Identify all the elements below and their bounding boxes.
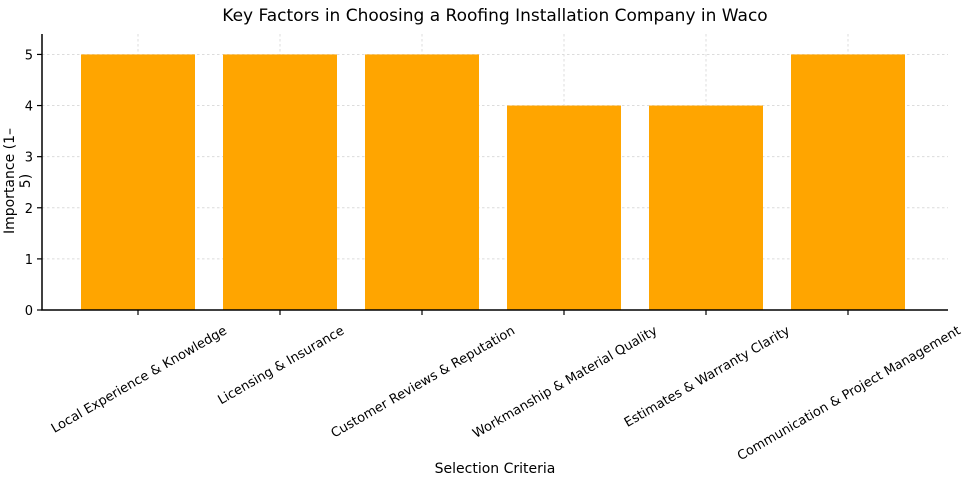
y-tick-label: 5 [25,48,33,63]
y-tick-label: 1 [25,253,33,268]
y-tick-label: 2 [25,202,33,217]
x-axis-label: Selection Criteria [434,461,556,477]
bar [649,105,763,310]
y-tick-label: 3 [25,151,33,166]
bar [365,54,479,310]
x-tick-label: Licensing & Insurance [215,323,347,408]
chart-title: Key Factors in Choosing a Roofing Instal… [222,6,768,26]
y-tick-label: 4 [25,100,33,115]
x-tick-label: Local Experience & Knowledge [49,323,230,436]
y-axis-label: Importance (1–5) [2,127,34,235]
bar [791,54,905,310]
bar [507,105,621,310]
bar [81,54,195,310]
bar [223,54,337,310]
y-tick-label: 0 [25,304,33,319]
